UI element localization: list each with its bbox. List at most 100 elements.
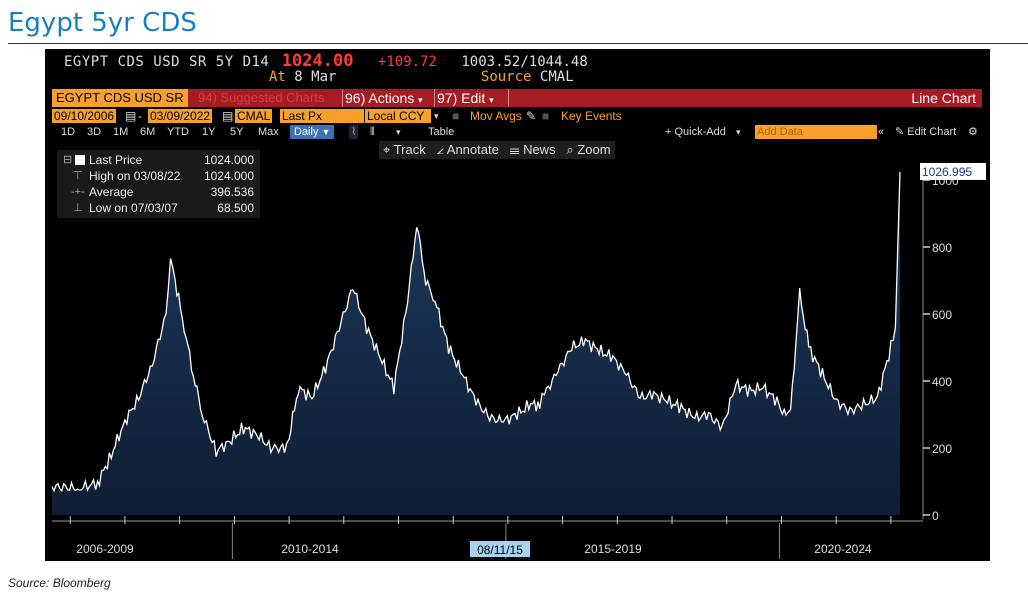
actions-menu[interactable]: 96) Actions ▾ [345,89,423,109]
low-marker-icon: ⊥ [73,202,83,214]
field-select[interactable]: Last Px [280,109,364,123]
title-divider [8,43,1028,44]
mov-avgs-label[interactable]: Mov Avgs [470,109,522,123]
collapse-icon[interactable]: ⊟ [63,154,73,166]
legend-row-low: ⊥ Low on 07/03/07 68.500 [57,200,260,216]
ticker-field[interactable]: EGYPT CDS USD SR [52,89,188,107]
zoom-icon[interactable]: ⌕ [566,142,574,157]
series-line [51,171,901,493]
mov-avgs-checkbox[interactable]: ■ [452,109,460,123]
annotate-icon[interactable]: ∠ [436,142,444,157]
edit-chart-button[interactable]: ✎ Edit Chart [895,126,957,138]
x-cursor-label: 08/11/15 [477,543,523,557]
bar-chart-icon[interactable]: ⫴ [370,126,375,138]
menu-separator [342,89,343,107]
menu-separator [434,89,435,107]
at-date: 8 Mar [294,69,337,85]
series-swatch [75,155,85,165]
legend-value: 1024.000 [203,169,254,183]
annotate-button[interactable]: Annotate [446,142,499,157]
caret-down-icon: ▾ [489,95,494,105]
x-tick-label: 2020-2024 [814,542,872,556]
bloomberg-terminal-panel: EGYPT CDS USD SR 5Y D14 1024.00 +109.72 … [45,49,990,561]
y-tick-label: 200 [932,442,952,456]
collapse-icon[interactable]: « [878,126,885,138]
edit-label: 97) Edit [437,90,486,106]
x-tick-label: 2015-2019 [584,542,642,556]
gear-icon[interactable]: ⚙ [968,126,978,138]
x-cursor-box [470,541,530,557]
range-button-ytd[interactable]: YTD [167,126,189,138]
legend-label: Last Price [89,153,143,167]
range-button-3d[interactable]: 3D [87,126,102,138]
at-label: At [269,69,286,85]
legend-value: 68.500 [217,201,254,215]
last-price: 1024.00 [281,51,354,71]
quote-subheader: At 8 Mar Source CMAL [269,69,574,85]
zoom-button[interactable]: Zoom [577,142,611,157]
legend-value: 1024.000 [203,153,254,167]
last-value-box [920,162,986,180]
caret-down-icon[interactable]: ▾ [736,127,741,137]
y-tick-label: 0 [932,509,939,523]
high-marker-icon: ⊤ [73,170,83,182]
caret-down-icon[interactable]: ▾ [434,111,439,121]
legend-label: High on 03/08/22 [89,169,181,183]
price-change: +109.72 [377,54,437,70]
quick-add-button[interactable]: + Quick-Add [665,126,726,138]
track-icon[interactable]: ⌖ [383,142,391,157]
track-button[interactable]: Track [393,142,426,157]
suggested-charts-button[interactable]: 94) Suggested Charts [198,90,325,105]
caret-down-icon[interactable]: ▾ [396,127,401,137]
source-value: CMAL [539,69,574,85]
y-tick-label: 800 [932,241,952,255]
source-label: Source [480,69,532,85]
line-chart-icon[interactable]: ⌇ [349,125,359,139]
page-title: Egypt 5yr CDS [8,8,197,38]
range-button-5y[interactable]: 5Y [230,126,244,138]
table-button[interactable]: Table [428,126,455,138]
range-button-1m[interactable]: 1M [113,126,129,138]
caret-down-icon: ▼ [321,127,331,137]
chart-legend: ⊟ Last Price 1024.000 ⊤ High on 03/08/22… [57,150,260,218]
key-events-checkbox[interactable]: ■ [542,109,550,123]
legend-label: Average [89,185,134,199]
pencil-icon[interactable]: ✎ [526,109,537,123]
range-button-max[interactable]: Max [258,126,279,138]
x-tick-label: 2010-2014 [281,542,339,556]
add-data-input[interactable]: Add Data [755,125,877,139]
edit-menu[interactable]: 97) Edit ▾ [437,89,494,109]
date-range-dash: - [138,109,142,123]
news-button[interactable]: News [523,142,556,157]
source-note: Source: Bloomberg [8,576,111,590]
security-name: EGYPT CDS USD SR 5Y D14 [64,54,270,70]
quote-header: EGYPT CDS USD SR 5Y D14 1024.00 +109.72 … [64,51,588,71]
edit-chart-label: Edit Chart [907,126,957,138]
menu-separator [508,89,509,107]
y-tick-label: 600 [932,308,952,322]
legend-row-high: ⊤ High on 03/08/22 1024.000 [57,168,260,184]
options-bar: 09/10/2006 ▤ - 03/09/2022 ▤ CMAL Last Px… [52,109,982,124]
calendar-icon[interactable]: ▤ [125,109,137,123]
legend-value: 396.536 [210,185,254,199]
news-icon[interactable]: ☰ [509,142,520,157]
range-button-1d[interactable]: 1D [61,126,76,138]
end-date-field[interactable]: 03/09/2022 [148,109,213,123]
chart-toolbar: ⌖ Track ∠ Annotate ☰ News ⌕ Zoom [379,141,615,159]
actions-label: 96) Actions [345,90,415,106]
legend-label: Low on 07/03/07 [89,201,178,215]
key-events-label[interactable]: Key Events [561,109,622,123]
range-button-1y[interactable]: 1Y [202,126,216,138]
y-tick-label: 400 [932,375,952,389]
legend-row-average: -+- Average 396.536 [57,184,260,200]
legend-row-last-price: ⊟ Last Price 1024.000 [57,152,260,168]
chart-type-label: Line Chart [911,90,976,106]
range-button-6m[interactable]: 6M [140,126,156,138]
start-date-field[interactable]: 09/10/2006 [52,109,117,123]
calendar-icon[interactable]: ▤ [222,109,234,123]
source-field[interactable]: CMAL [235,109,273,123]
frequency-select[interactable]: Daily ▼ [290,125,335,139]
currency-select[interactable]: Local CCY [365,109,431,123]
caret-down-icon: ▾ [418,95,423,105]
